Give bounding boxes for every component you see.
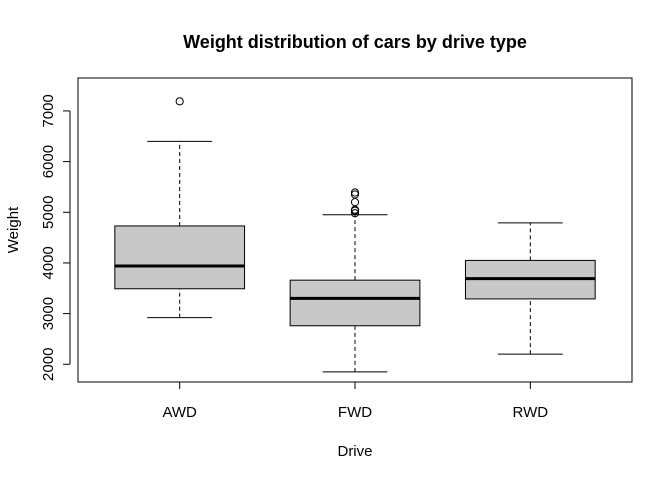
x-axis-label: Drive (337, 443, 372, 460)
outlier-point (350, 198, 360, 207)
y-tick-label: 7000 (40, 94, 57, 127)
x-tick-label: AWD (162, 404, 197, 421)
y-tick-label: 2000 (40, 348, 57, 381)
outlier-point (350, 209, 360, 218)
outlier-point (350, 190, 360, 199)
y-axis: 2000 3000 4000 5000 6000 7000 (40, 94, 71, 381)
y-tick-label: 6000 (40, 145, 57, 178)
box-rwd (464, 222, 596, 355)
y-tick-label: 5000 (40, 196, 57, 229)
outlier-point (175, 97, 184, 106)
boxes-layer (114, 97, 596, 373)
y-tick-label: 4000 (40, 246, 57, 279)
y-tick-label: 3000 (40, 297, 57, 330)
box-awd (114, 97, 246, 319)
iqr-box (289, 279, 421, 327)
x-tick-label: RWD (513, 404, 549, 421)
chart-title: Weight distribution of cars by drive typ… (183, 32, 527, 52)
box-fwd (289, 188, 421, 373)
outlier-point (350, 188, 360, 197)
x-axis: AWD FWD RWD (162, 381, 549, 421)
y-axis-label: Weight (5, 206, 22, 253)
x-tick-label: FWD (338, 404, 372, 421)
iqr-box (114, 225, 246, 290)
